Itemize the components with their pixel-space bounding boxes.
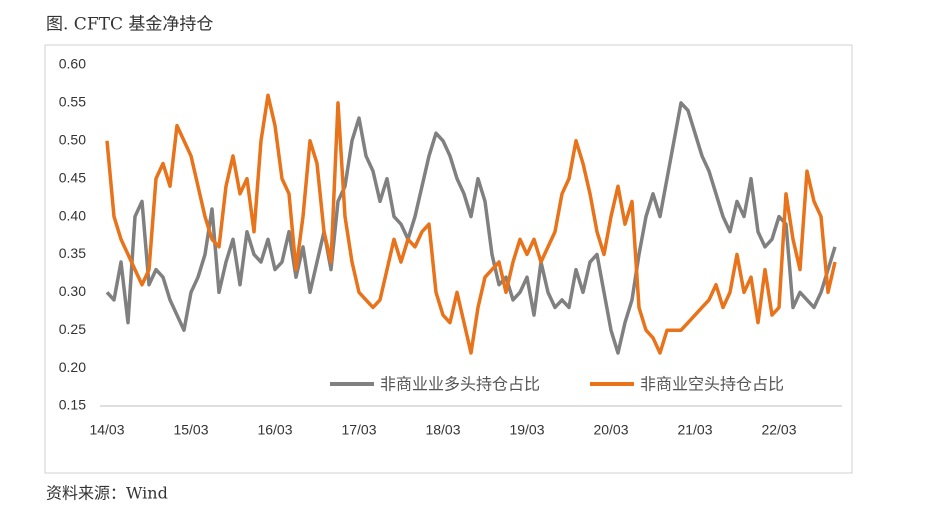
y-tick-label: 0.60 <box>59 56 86 72</box>
x-tick-label: 21/03 <box>677 422 712 438</box>
y-tick-label: 0.50 <box>59 131 86 147</box>
chart-frame <box>44 44 853 474</box>
x-tick-label: 22/03 <box>761 422 796 438</box>
x-tick-label: 17/03 <box>341 422 376 438</box>
legend-label: 非商业空头持仓占比 <box>640 375 784 394</box>
y-tick-label: 0.40 <box>59 207 86 223</box>
y-tick-label: 0.15 <box>59 397 86 413</box>
y-tick-label: 0.20 <box>59 359 86 375</box>
x-tick-label: 15/03 <box>173 422 208 438</box>
chart-title: 图. CFTC 基金净持仓 <box>46 15 213 35</box>
y-tick-label: 0.55 <box>59 94 86 110</box>
series-line <box>105 101 837 355</box>
source-note: 资料来源：Wind <box>46 484 168 503</box>
x-tick-label: 16/03 <box>257 422 292 438</box>
x-tick-label: 19/03 <box>509 422 544 438</box>
y-tick-label: 0.30 <box>59 283 86 299</box>
y-tick-label: 0.25 <box>59 321 86 337</box>
x-tick-label: 14/03 <box>89 422 124 438</box>
x-tick-label: 20/03 <box>593 422 628 438</box>
legend-label: 非商业业多头持仓占比 <box>380 375 540 394</box>
series-line <box>105 93 837 355</box>
y-tick-label: 0.45 <box>59 169 86 185</box>
y-tick-label: 0.35 <box>59 245 86 261</box>
x-tick-label: 18/03 <box>425 422 460 438</box>
